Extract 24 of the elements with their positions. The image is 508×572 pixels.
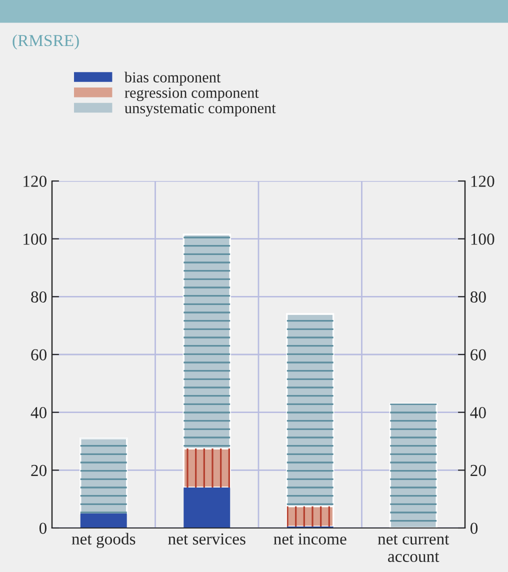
y-tick-label: 60 xyxy=(31,349,47,360)
y-tick-label: 100 xyxy=(24,234,47,245)
y2-tick-label: 60 xyxy=(470,349,486,360)
y2-tick-label: 0 xyxy=(470,522,478,534)
bar xyxy=(184,488,230,528)
x-tick-label: net goods xyxy=(72,532,136,548)
y2-tick-label: 100 xyxy=(471,234,494,245)
x-tick-label: net current account xyxy=(378,535,450,562)
y2-tick-label: 20 xyxy=(470,464,486,476)
y2-tick-label: 40 xyxy=(470,407,486,418)
y-tick-label: 0 xyxy=(39,522,47,534)
x-tick-label: net services xyxy=(168,533,246,545)
y-tick-label: 20 xyxy=(31,464,47,476)
y2-tick-label: 120 xyxy=(471,176,494,187)
y2-tick-label: 80 xyxy=(470,291,486,303)
bar xyxy=(80,514,127,528)
y-tick-label: 120 xyxy=(24,176,47,187)
y-tick-label: 80 xyxy=(31,291,47,303)
legend-label: bias component xyxy=(124,72,221,86)
y-tick-label: 40 xyxy=(30,407,47,418)
legend-label: unsystematic component xyxy=(124,103,276,116)
x-tick-label: net income xyxy=(274,533,346,545)
chart-subtitle: (RMSRE) xyxy=(12,34,79,50)
legend-label: regression component xyxy=(124,88,259,102)
